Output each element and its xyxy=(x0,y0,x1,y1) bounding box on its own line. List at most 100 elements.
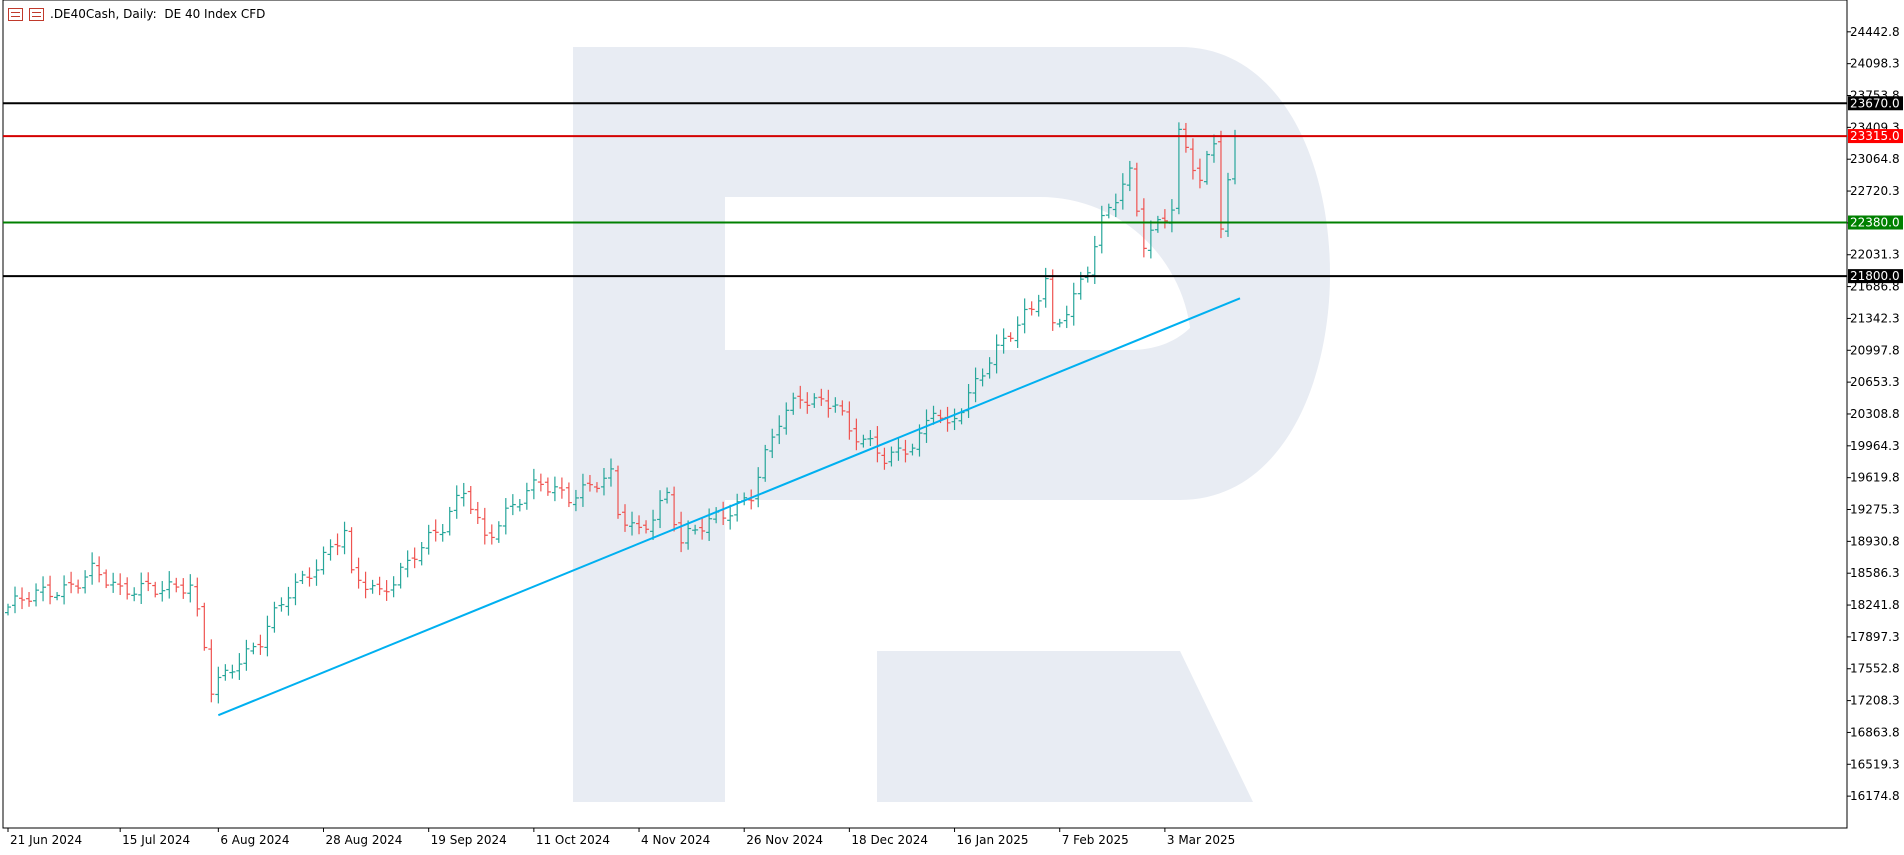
ohlc-bar xyxy=(313,559,320,586)
ohlc-bar xyxy=(124,577,131,600)
y-tick-label: 24098.3 xyxy=(1850,57,1900,71)
ohlc-bar xyxy=(1056,318,1063,328)
watermark-logo xyxy=(573,47,1330,802)
ohlc-bar xyxy=(502,498,509,535)
trendline xyxy=(217,297,1241,717)
ohlc-bar xyxy=(544,477,551,496)
ohlc-bar xyxy=(804,392,811,414)
ohlc-bar xyxy=(334,533,341,556)
ohlc-bar xyxy=(208,639,215,703)
ohlc-bar xyxy=(874,426,881,463)
x-tick-label: 18 Dec 2024 xyxy=(851,833,928,847)
ohlc-bar xyxy=(68,571,75,594)
level-price-label: 22380.0 xyxy=(1850,216,1900,230)
ohlc-bar xyxy=(152,581,159,598)
ohlc-bar xyxy=(530,468,537,500)
ohlc-bar xyxy=(145,572,152,592)
ohlc-bar xyxy=(271,601,278,633)
ohlc-bar xyxy=(790,392,797,415)
ohlc-bar xyxy=(1196,158,1203,189)
ohlc-bar xyxy=(1014,316,1021,348)
ohlc-bar xyxy=(166,571,173,599)
ohlc-bar xyxy=(264,615,271,657)
ohlc-bar xyxy=(285,586,292,616)
y-tick-label: 20308.8 xyxy=(1850,407,1900,421)
ohlc-bar xyxy=(474,501,481,524)
ohlc-bar xyxy=(411,547,418,569)
ohlc-bars-icon xyxy=(29,7,44,21)
y-tick-label: 22720.3 xyxy=(1850,184,1900,198)
ohlc-bar xyxy=(376,576,383,596)
level-price-label: 23670.0 xyxy=(1850,96,1900,110)
ohlc-bar xyxy=(614,465,621,519)
ohlc-bar xyxy=(243,639,250,671)
level-price-label: 21800.0 xyxy=(1850,269,1900,283)
ohlc-bar xyxy=(579,473,586,507)
ohlc-bar xyxy=(390,576,397,598)
ohlc-bar xyxy=(776,415,783,445)
header-description: DE 40 Index CFD xyxy=(164,7,266,21)
ohlc-bar xyxy=(222,664,229,681)
ohlc-bar xyxy=(292,573,299,606)
ohlc-bar xyxy=(383,580,390,601)
ohlc-bar xyxy=(867,429,874,447)
ohlc-bar xyxy=(993,334,1000,374)
ohlc-bar xyxy=(685,520,692,550)
ohlc-bar xyxy=(201,602,208,651)
ohlc-bar xyxy=(404,550,411,578)
ohlc-bar xyxy=(215,666,222,704)
ohlc-bar xyxy=(481,507,488,545)
ohlc-bar xyxy=(986,357,993,379)
ohlc-bar xyxy=(327,539,334,561)
ohlc-bar xyxy=(12,586,19,614)
ohlc-bar xyxy=(341,521,348,555)
ohlc-bar xyxy=(895,437,902,461)
ohlc-bar xyxy=(1028,301,1035,316)
level-price-tag xyxy=(1848,269,1903,284)
ohlc-bar xyxy=(881,447,888,470)
y-tick-label: 20653.3 xyxy=(1850,375,1900,389)
y-tick-label: 21342.3 xyxy=(1850,311,1900,325)
chart-header: .DE40Cash, Daily: DE 40 Index CFD xyxy=(8,5,265,23)
ohlc-bar xyxy=(75,579,82,594)
x-tick-label: 21 Jun 2024 xyxy=(10,833,82,847)
ohlc-bar xyxy=(839,400,846,416)
ohlc-bar xyxy=(33,583,40,607)
x-tick-label: 19 Sep 2024 xyxy=(431,833,507,847)
ohlc-bar xyxy=(762,444,769,482)
ohlc-bar xyxy=(439,523,446,542)
ohlc-bar xyxy=(1084,266,1091,283)
ohlc-bar xyxy=(5,603,11,616)
ohlc-bar xyxy=(1105,203,1112,219)
ohlc-bar xyxy=(755,467,762,508)
ohlc-bar xyxy=(797,385,804,409)
ohlc-bar xyxy=(600,467,607,496)
ohlc-bar xyxy=(825,389,832,418)
y-tick-label: 16863.8 xyxy=(1850,725,1900,739)
ohlc-bar xyxy=(488,524,495,545)
horizontal-levels: 23670.0 23315.0 22380.0 21800.0 xyxy=(3,96,1903,284)
y-tick-label: 19275.3 xyxy=(1850,503,1900,517)
ohlc-bar xyxy=(565,482,572,508)
ohlc-bars xyxy=(5,122,1238,704)
ohlc-bar xyxy=(278,597,285,612)
ohlc-bar xyxy=(909,443,916,456)
y-tick-label: 18586.3 xyxy=(1850,566,1900,580)
ohlc-bar xyxy=(657,490,664,529)
ohlc-bar xyxy=(425,524,432,555)
ohlc-bar xyxy=(1049,269,1056,331)
ohlc-bar xyxy=(1007,332,1014,342)
ohlc-bar xyxy=(692,524,699,535)
ohlc-bar xyxy=(888,446,895,467)
ohlc-bar xyxy=(19,587,26,610)
y-tick-label: 23064.8 xyxy=(1850,152,1900,166)
x-tick-label: 16 Jan 2025 xyxy=(957,833,1029,847)
ohlc-bar xyxy=(523,482,530,510)
ohlc-bar xyxy=(1175,122,1182,215)
chart-window-icon xyxy=(8,7,23,21)
ohlc-bar xyxy=(299,570,306,585)
ohlc-bar xyxy=(972,367,979,403)
ohlc-bar xyxy=(537,473,544,492)
x-tick-label: 28 Aug 2024 xyxy=(326,833,403,847)
